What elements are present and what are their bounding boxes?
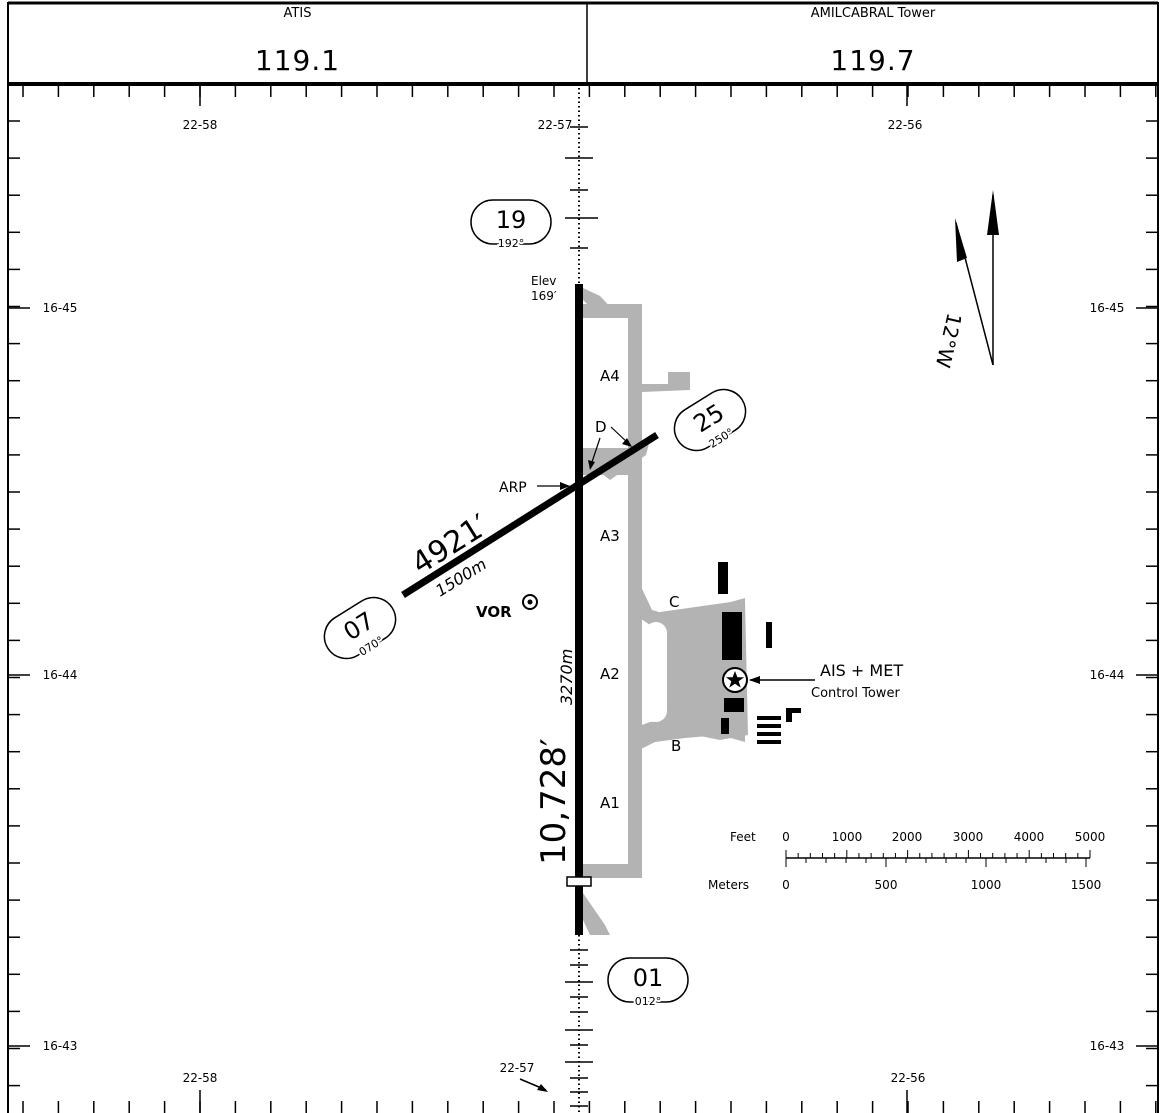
lat-label-right-2: 16-44 <box>1090 668 1125 682</box>
atis-frequency: 119.1 <box>254 44 341 77</box>
lat-label-right-1: 16-45 <box>1090 301 1125 315</box>
elevation-label: Elev <box>531 274 556 288</box>
hangar-row-3 <box>757 732 781 736</box>
taxiway-d-label: D <box>595 418 607 436</box>
lon-label-bottom-3: 22-56 <box>891 1071 926 1085</box>
main-runway-length-ft: 10,728′ <box>534 738 574 865</box>
grid-labels: 22-58 22-57 22-56 22-58 22-57 22-56 16-4… <box>43 118 1125 1085</box>
grid-tick-lines <box>8 85 1158 1113</box>
meter-tick-1000: 1000 <box>971 878 1002 892</box>
runway-19-number: 19 <box>496 206 527 234</box>
taxiway-d-pointer-head-2 <box>622 438 632 447</box>
meter-tick-0: 0 <box>782 878 790 892</box>
feet-tick-1000: 1000 <box>832 830 863 844</box>
hangar-row-1 <box>757 716 781 720</box>
taxiway-d-pointer-head-1 <box>588 460 595 470</box>
runway-19-badge: 19 192° <box>470 199 552 252</box>
vor-label: VOR <box>476 603 512 621</box>
building-south <box>724 698 744 712</box>
tower-pointer-head <box>749 676 760 684</box>
runway-07-badge: 07 070° <box>323 596 397 661</box>
ais-met-label: AIS + MET <box>820 661 903 680</box>
feet-tick-4000: 4000 <box>1014 830 1045 844</box>
meter-tick-500: 500 <box>875 878 898 892</box>
terminal-building <box>722 612 742 660</box>
buildings <box>718 562 801 744</box>
lat-label-right-3: 16-43 <box>1090 1039 1125 1053</box>
taxiway-a4-label: A4 <box>600 367 620 385</box>
arp-label: ARP <box>499 480 527 496</box>
frequency-header: ATIS 119.1 AMILCABRAL Tower 119.7 <box>0 0 1166 84</box>
feet-tick-0: 0 <box>782 830 790 844</box>
displaced-threshold-marker <box>566 876 592 887</box>
taxiway-a2-label: A2 <box>600 665 620 683</box>
feet-tick-3000: 3000 <box>953 830 984 844</box>
runway-25-badge: 25 250° <box>673 388 747 453</box>
south-turn-pad <box>583 893 610 935</box>
runway-07-25 <box>401 432 659 598</box>
vor-icon <box>522 594 538 610</box>
control-tower-symbol <box>722 667 748 693</box>
hangar-row-4 <box>757 740 781 744</box>
feet-tick-5000: 5000 <box>1075 830 1106 844</box>
true-north-head <box>987 190 999 235</box>
tower-label: AMILCABRAL Tower <box>810 6 936 21</box>
elevation-value: 169′ <box>531 289 557 303</box>
border-ticks <box>8 85 1158 1113</box>
lon-label-bottom-1: 22-58 <box>183 1071 218 1085</box>
lat-label-left-2: 16-44 <box>43 668 78 682</box>
a1-connector <box>583 864 642 878</box>
meter-tick-1500: 1500 <box>1071 878 1102 892</box>
scale-feet-label: Feet <box>730 830 756 844</box>
atis-cell: ATIS 119.1 <box>8 0 587 84</box>
tower-frequency: 119.7 <box>830 44 916 77</box>
magnetic-north-head <box>955 218 967 262</box>
runway-01-heading: 012° <box>635 995 662 1008</box>
taxiway-labels: A4 A3 A2 A1 B C D <box>595 367 681 812</box>
pavement <box>583 288 748 935</box>
lon-label-top-1: 22-58 <box>183 118 218 132</box>
scale-bar: Feet Meters 0 1000 2000 3000 4000 5000 0… <box>708 830 1105 892</box>
magnetic-variation-label: 12°W <box>931 311 967 370</box>
lat-label-left-1: 16-45 <box>43 301 78 315</box>
taxiway-a3-label: A3 <box>600 527 620 545</box>
main-runway-length-m: 3270m <box>557 649 576 705</box>
runway-01-number: 01 <box>633 964 664 992</box>
arp-pointer-head <box>560 482 570 490</box>
scale-ticks <box>785 850 1091 867</box>
a4-spur <box>642 372 690 392</box>
lon-label-top-2: 22-57 <box>538 118 573 132</box>
feet-tick-2000: 2000 <box>892 830 923 844</box>
lat-label-left-3: 16-43 <box>43 1039 78 1053</box>
lon-label-bottom-2: 22-57 <box>500 1061 535 1075</box>
building-north <box>718 562 728 594</box>
control-tower-label: Control Tower <box>811 686 900 701</box>
approach-lights-south <box>565 949 593 1107</box>
taxiway-b-label: B <box>671 737 681 755</box>
runway-01-badge: 01 012° <box>607 957 689 1010</box>
scale-meters-label: Meters <box>708 878 749 892</box>
building-east <box>766 622 772 648</box>
approach-lights-north <box>565 126 598 249</box>
lon-label-top-3: 22-56 <box>888 118 923 132</box>
top-connector <box>583 304 642 318</box>
building-small <box>721 718 729 734</box>
tower-cell: AMILCABRAL Tower 119.7 <box>588 0 1158 84</box>
hangar-bracket <box>786 708 801 722</box>
hangar-row-2 <box>757 724 781 728</box>
apron-island <box>645 622 667 722</box>
taxiway-c-label: C <box>669 593 679 611</box>
atis-label: ATIS <box>283 6 312 21</box>
runway-19-heading: 192° <box>498 237 525 250</box>
chart-frame <box>7 1 1159 1113</box>
taxiway-a1-label: A1 <box>600 794 620 812</box>
